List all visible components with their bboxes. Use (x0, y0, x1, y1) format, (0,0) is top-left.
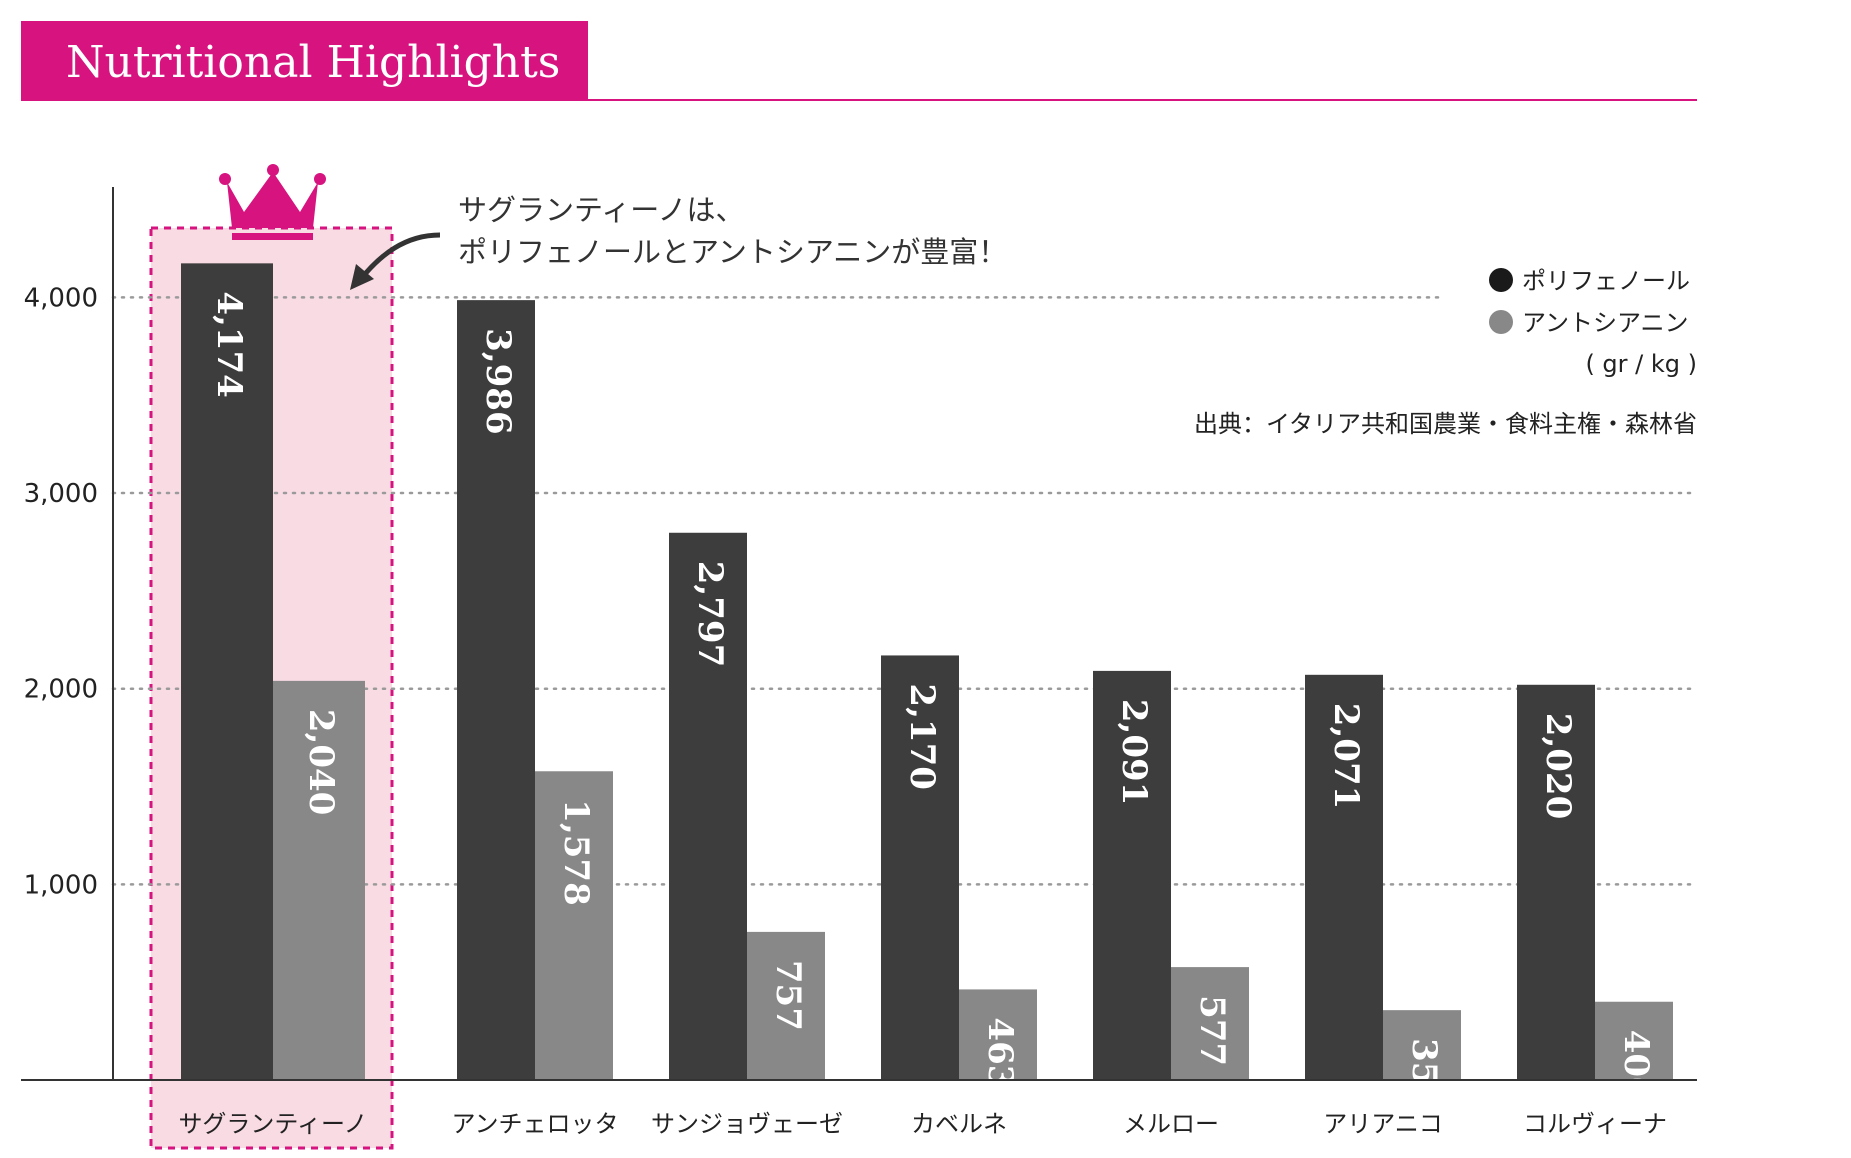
callout-arrow-icon (350, 232, 441, 290)
bar-anthocyanin (959, 989, 1037, 1080)
bar-anthocyanin (747, 931, 825, 1080)
y-tick-label: 4,000 (24, 283, 98, 313)
legend-unit: ( gr / kg ) (1585, 350, 1697, 378)
x-category-label: コルヴィーナ (1523, 1110, 1667, 1138)
x-category-label: サグランティーノ (178, 1110, 367, 1138)
bar-anthocyanin (273, 680, 365, 1080)
bar-value-label: 463 (980, 1017, 1020, 1088)
bar-anthocyanin (1595, 1001, 1673, 1080)
bar-polyphenol (669, 532, 747, 1080)
bar-anthocyanin (1171, 967, 1249, 1080)
bars: 4,174 2,040 3,986 1,578 2,797 757 2,170 463 2,09… (181, 263, 1673, 1109)
bar-value-label: 2,091 (1114, 699, 1154, 805)
bar-value-label: 357 (1404, 1038, 1444, 1109)
y-tick-label: 3,000 (24, 479, 98, 509)
bar-value-label: 757 (768, 960, 808, 1031)
callout-line-2: ポリフェノールとアントシアニンが豊富！ (458, 235, 1007, 269)
x-category-label: カベルネ (911, 1110, 1007, 1138)
legend-dot-polyphenol (1489, 268, 1513, 292)
bar-value-label: 2,040 (301, 709, 341, 815)
bar-value-label: 2,170 (902, 683, 942, 789)
bar-polyphenol (181, 263, 273, 1080)
callout-line-1: サグランティーノは、 (458, 193, 745, 227)
x-axis-categories: サグランティーノ アンチェロッタ サンジョヴェーゼ カベルネ メルロー アリアニコ コルヴィ… (178, 1110, 1667, 1138)
y-tick-label: 2,000 (24, 675, 98, 705)
bar-anthocyanin (1383, 1010, 1461, 1080)
bar-value-label: 2,071 (1326, 703, 1366, 809)
bar-polyphenol (1305, 674, 1383, 1080)
x-category-label: アンチェロッタ (451, 1110, 618, 1138)
bar-value-label: 3,986 (478, 328, 518, 434)
y-axis-ticks: 1,000 2,000 3,000 4,000 (24, 283, 98, 900)
crown-icon (219, 164, 326, 240)
legend-label-polyphenol: ポリフェノール (1522, 267, 1690, 295)
x-category-label: サンジョヴェーゼ (651, 1110, 843, 1138)
x-category-label: メルロー (1123, 1110, 1219, 1138)
bar-value-label: 1,578 (556, 799, 596, 905)
bar-value-label: 2,020 (1538, 713, 1578, 819)
bar-polyphenol (881, 655, 959, 1080)
bar-anthocyanin (535, 771, 613, 1080)
legend-label-anthocyanin: アントシアニン (1522, 309, 1689, 337)
source-note: 出典：イタリア共和国農業・食料主権・森林省 (1194, 410, 1697, 438)
bar-value-label: 4,174 (209, 291, 249, 397)
bar-value-label: 400 (1616, 1030, 1656, 1101)
bar-value-label: 577 (1192, 995, 1232, 1066)
title-banner (21, 21, 588, 101)
y-tick-label: 1,000 (24, 870, 98, 900)
chart-title: Nutritional Highlights (66, 37, 560, 88)
bar-polyphenol (1517, 684, 1595, 1080)
bar-polyphenol (1093, 670, 1171, 1080)
legend-dot-anthocyanin (1489, 310, 1513, 334)
bar-value-label: 2,797 (690, 561, 730, 667)
bar-polyphenol (457, 300, 535, 1080)
x-category-label: アリアニコ (1323, 1110, 1443, 1138)
